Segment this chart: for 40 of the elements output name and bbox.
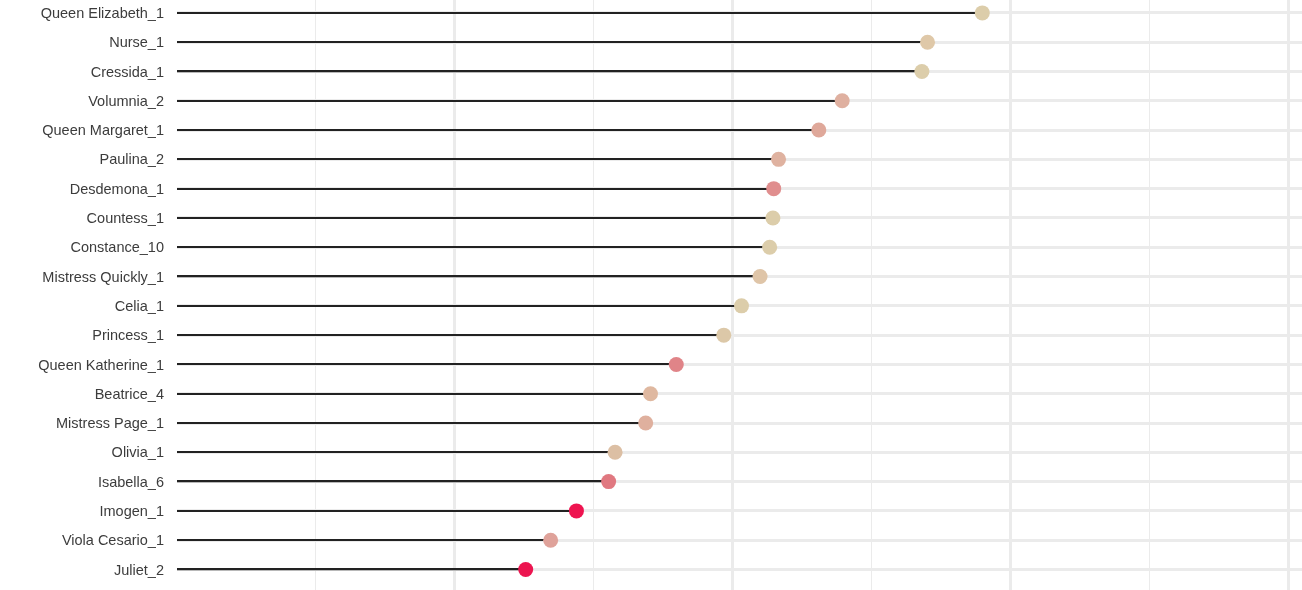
point: [914, 63, 930, 79]
point: [974, 5, 990, 21]
y-tick-label: Princess_1: [92, 327, 164, 344]
point: [765, 210, 781, 226]
y-tick-label: Mistress Quickly_1: [42, 268, 164, 285]
point: [638, 415, 654, 431]
point: [568, 503, 584, 519]
y-tick-label: Queen Elizabeth_1: [40, 4, 164, 21]
point: [834, 93, 850, 109]
y-tick-label: Queen Katherine_1: [38, 356, 164, 373]
y-tick-label: Viola Cesario_1: [61, 532, 164, 549]
point: [716, 327, 732, 343]
point: [518, 561, 534, 577]
point: [762, 239, 778, 255]
point: [543, 532, 559, 548]
y-tick-label: Isabella_6: [97, 473, 164, 490]
y-tick-label: Countess_1: [86, 210, 164, 227]
point: [811, 122, 827, 138]
point: [668, 356, 684, 372]
y-tick-label: Celia_1: [114, 297, 164, 314]
y-tick-label: Constance_10: [70, 239, 164, 256]
y-tick-label: Cressida_1: [90, 63, 164, 80]
y-tick-label: Volumnia_2: [88, 92, 164, 109]
y-tick-label: Desdemona_1: [69, 180, 164, 197]
y-tick-label: Queen Margaret_1: [42, 122, 164, 139]
point: [734, 298, 750, 314]
y-tick-label: Imogen_1: [99, 502, 164, 519]
point: [752, 269, 768, 285]
y-tick-label: Olivia_1: [111, 444, 164, 461]
y-tick-label: Mistress Page_1: [56, 415, 164, 432]
y-tick-label: Nurse_1: [109, 34, 164, 51]
point: [766, 181, 782, 197]
point: [607, 444, 623, 460]
point: [601, 474, 617, 490]
point: [643, 386, 659, 402]
point: [771, 151, 787, 167]
y-tick-label: Paulina_2: [99, 151, 164, 168]
y-tick-label: Juliet_2: [114, 561, 164, 578]
y-tick-label: Beatrice_4: [94, 385, 164, 402]
point: [920, 34, 936, 50]
